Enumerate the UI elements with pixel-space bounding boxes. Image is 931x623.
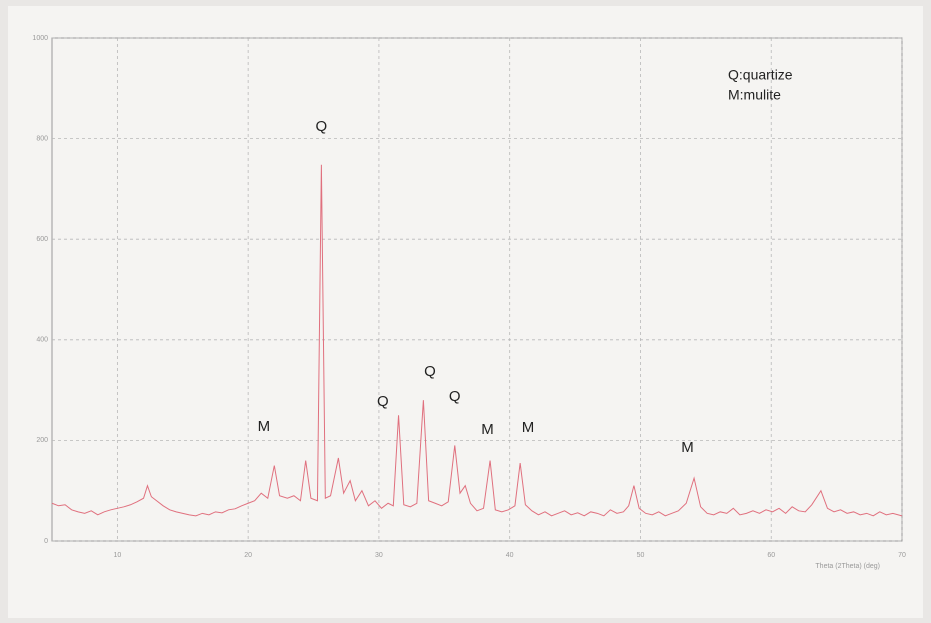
peak-label: M bbox=[681, 439, 694, 456]
peak-label: Q bbox=[424, 363, 436, 380]
data-line bbox=[51, 164, 903, 517]
y-tick-label: 1000 bbox=[32, 35, 48, 42]
y-tick-label: 200 bbox=[36, 437, 48, 444]
x-tick-label: 30 bbox=[375, 552, 383, 559]
legend-text: M:mulite bbox=[728, 87, 781, 103]
peak-label: Q bbox=[449, 388, 461, 405]
peak-label: Q bbox=[377, 393, 389, 410]
x-tick-label: 50 bbox=[637, 552, 645, 559]
y-tick-label: 600 bbox=[36, 236, 48, 243]
peak-label: M bbox=[258, 418, 271, 435]
y-tick-label: 800 bbox=[36, 135, 48, 142]
paper bbox=[8, 6, 923, 618]
peak-label: M bbox=[481, 421, 494, 438]
x-tick-label: 70 bbox=[898, 552, 906, 559]
x-tick-label: 40 bbox=[506, 552, 514, 559]
legend-text: Q:quartize bbox=[728, 67, 793, 83]
y-tick-label: 0 bbox=[44, 538, 48, 545]
x-tick-label: 60 bbox=[767, 552, 775, 559]
peak-label: M bbox=[522, 419, 535, 436]
x-tick-label: 20 bbox=[244, 552, 252, 559]
peak-label: Q bbox=[316, 118, 328, 135]
plot-frame bbox=[51, 37, 903, 542]
x-axis-label: Theta (2Theta) (deg) bbox=[815, 563, 880, 570]
y-tick-label: 400 bbox=[36, 337, 48, 344]
x-tick-label: 10 bbox=[113, 552, 121, 559]
